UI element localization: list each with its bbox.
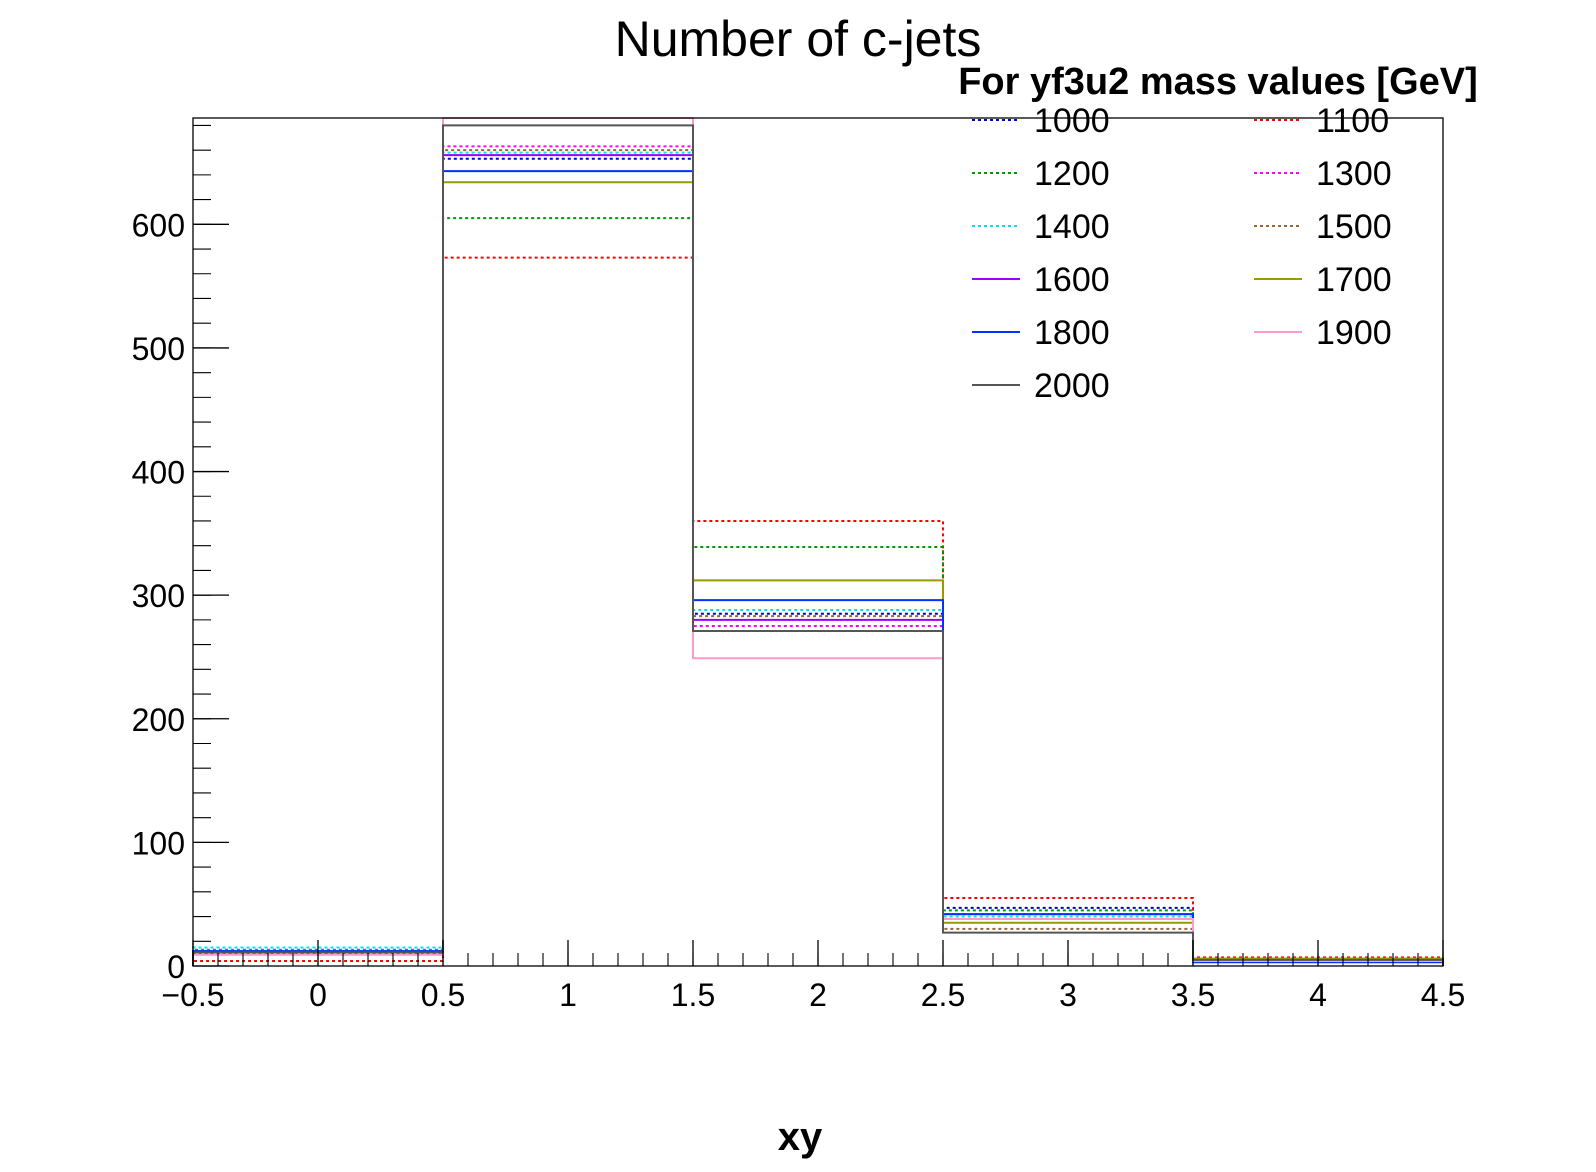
x-tick-label: 0 xyxy=(309,977,327,1013)
series-1500-line xyxy=(192,149,1444,966)
legend-label-1400: 1400 xyxy=(1034,208,1110,246)
y-tick-label: 0 xyxy=(167,949,185,985)
x-tick-label: 2.5 xyxy=(921,977,965,1013)
y-tick-label: 300 xyxy=(132,578,185,614)
y-tick-label: 200 xyxy=(132,702,185,738)
legend-label-1500: 1500 xyxy=(1316,208,1392,246)
axes-layer: −0.5 0 0.5 1 1.5 2 2.5 3 3.5 4 4.50100200300400500… xyxy=(132,124,1465,1013)
y-tick-label: 100 xyxy=(132,825,185,861)
legend-label-1000: 1000 xyxy=(1034,102,1110,140)
legend-label-1700: 1700 xyxy=(1316,261,1392,299)
x-tick-label: 4.5 xyxy=(1421,977,1465,1013)
x-tick-label: 3.5 xyxy=(1171,977,1215,1013)
legend-label-1600: 1600 xyxy=(1034,261,1110,299)
chart-title: Number of c-jets xyxy=(615,11,982,67)
x-tick-label: 2 xyxy=(809,977,827,1013)
legend-label-1300: 1300 xyxy=(1316,155,1392,193)
legend-label-1200: 1200 xyxy=(1034,155,1110,193)
y-tick-label: 500 xyxy=(132,331,185,367)
x-axis-label: xy xyxy=(778,1115,823,1159)
x-tick-label: 1 xyxy=(559,977,577,1013)
legend-label-1100: 1100 xyxy=(1316,102,1389,140)
x-tick-label: 4 xyxy=(1309,977,1327,1013)
x-tick-label: −0.5 xyxy=(161,977,224,1013)
series-1800-line xyxy=(192,170,1444,966)
x-tick-label: 1.5 xyxy=(671,977,715,1013)
x-tick-label: 0.5 xyxy=(421,977,465,1013)
series-1900-line xyxy=(192,117,1444,966)
series-2000-line xyxy=(192,124,1444,966)
series-1100-line xyxy=(192,256,1444,966)
y-tick-label: 600 xyxy=(132,207,185,243)
series-layer xyxy=(192,117,1444,966)
x-tick-label: 3 xyxy=(1059,977,1077,1013)
legend-label-1900: 1900 xyxy=(1316,314,1392,352)
legend: For yf3u2 mass values [GeV] 1000 1100 1200… xyxy=(958,61,1478,405)
legend-label-1800: 1800 xyxy=(1034,314,1110,352)
legend-header: For yf3u2 mass values [GeV] xyxy=(958,61,1478,103)
legend-label-2000: 2000 xyxy=(1034,367,1110,405)
y-tick-label: 400 xyxy=(132,455,185,491)
